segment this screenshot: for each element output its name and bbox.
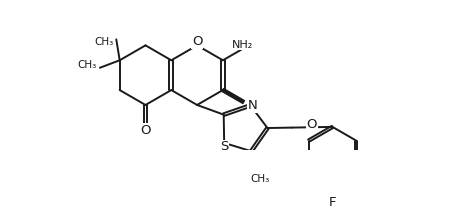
Text: O: O	[307, 118, 317, 131]
Text: O: O	[192, 35, 202, 48]
Text: F: F	[329, 196, 336, 209]
Text: CH₃: CH₃	[77, 60, 97, 70]
Text: NH₂: NH₂	[232, 40, 253, 50]
Text: CH₃: CH₃	[250, 174, 270, 184]
Text: N: N	[247, 99, 257, 112]
Text: CH₃: CH₃	[94, 37, 113, 47]
Text: O: O	[140, 124, 151, 137]
Text: S: S	[220, 140, 228, 153]
